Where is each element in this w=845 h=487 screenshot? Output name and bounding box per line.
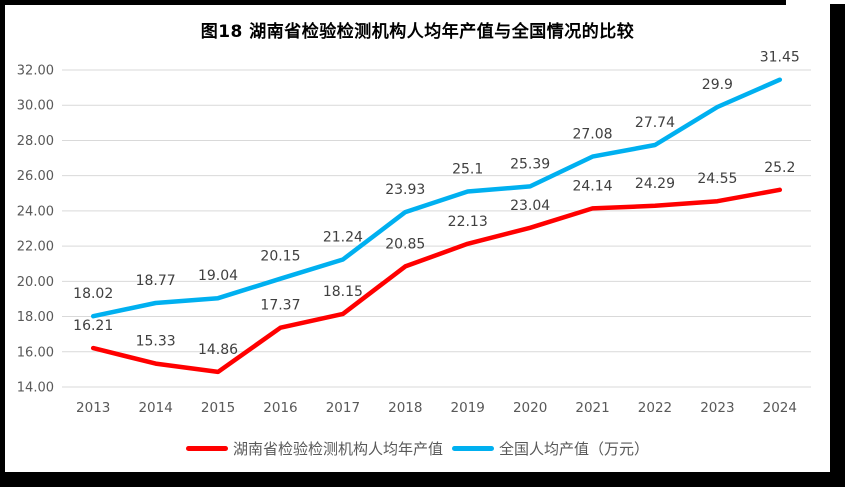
data-label: 25.1: [452, 162, 483, 178]
data-label: 23.04: [510, 198, 550, 214]
y-axis-tick-label: 22.00: [17, 240, 54, 255]
x-axis-tick-label: 2024: [763, 400, 797, 416]
data-label: 14.86: [198, 342, 238, 358]
legend-label-hunan: 湖南省检验检测机构人均年产值: [232, 440, 443, 458]
data-label: 16.21: [73, 318, 113, 334]
y-axis-tick-label: 14.00: [17, 381, 54, 396]
frame-border-bottom: [0, 472, 845, 487]
data-label: 22.13: [448, 214, 488, 230]
data-label: 24.29: [635, 176, 675, 192]
legend-line-red-icon: [185, 446, 228, 451]
data-label: 29.9: [702, 77, 733, 93]
data-label: 19.04: [198, 268, 238, 284]
x-axis-tick-label: 2014: [138, 400, 172, 416]
legend-item-national: 全国人均产值（万元）: [452, 438, 649, 459]
x-axis-tick-label: 2015: [201, 400, 235, 416]
x-axis-tick-label: 2018: [388, 400, 422, 416]
frame-border-left: [0, 0, 5, 472]
series-line-1: [90, 77, 783, 319]
y-axis-tick-label: 18.00: [17, 310, 54, 325]
data-label: 18.02: [73, 286, 113, 302]
data-label: 24.14: [572, 178, 612, 194]
y-axis-tick-label: 28.00: [17, 134, 54, 149]
data-label: 31.45: [760, 50, 800, 66]
legend-label-national: 全国人均产值（万元）: [499, 440, 650, 458]
line-chart: 14.00 16.00 18.00 20.00 22.00 24.00 26.00 28.00…: [17, 50, 811, 416]
data-label: 18.77: [136, 273, 176, 289]
legend-line-blue-icon: [452, 446, 494, 451]
x-axis-tick-label: 2013: [76, 400, 110, 416]
x-axis-tick-label: 2019: [451, 400, 485, 416]
series-line-0: [90, 187, 783, 375]
x-axis-tick-label: 2022: [638, 400, 672, 416]
legend-item-hunan: 湖南省检验检测机构人均年产值: [185, 438, 443, 459]
y-axis-tick-label: 16.00: [17, 345, 54, 360]
data-label: 27.08: [572, 127, 612, 143]
data-label: 20.15: [260, 249, 300, 265]
x-axis-tick-label: 2020: [513, 400, 547, 416]
y-axis-tick-label: 24.00: [17, 204, 54, 219]
frame-border-top: [0, 0, 786, 5]
data-label: 27.74: [635, 115, 675, 131]
data-label: 18.15: [323, 284, 363, 300]
x-axis-tick-label: 2021: [575, 400, 609, 416]
data-label: 24.55: [697, 171, 737, 187]
y-axis-tick-label: 26.00: [17, 169, 54, 184]
x-axis-tick-label: 2017: [326, 400, 360, 416]
data-label: 17.37: [260, 298, 300, 314]
data-label: 25.2: [764, 160, 795, 176]
data-label: 15.33: [136, 334, 176, 350]
data-label: 21.24: [323, 229, 363, 245]
chart-legend: 湖南省检验检测机构人均年产值 全国人均产值（万元）: [5, 438, 830, 459]
data-label: 20.85: [385, 236, 425, 252]
y-axis-tick-label: 30.00: [17, 99, 54, 114]
frame-border-right: [830, 4, 845, 487]
data-label: 25.39: [510, 156, 550, 172]
y-axis-tick-label: 32.00: [17, 64, 54, 79]
x-axis-tick-label: 2016: [263, 400, 297, 416]
data-label: 23.93: [385, 182, 425, 198]
chart-title: 图18 湖南省检验检测机构人均年产值与全国情况的比较: [200, 22, 635, 42]
y-axis-tick-label: 20.00: [17, 275, 54, 290]
x-axis-tick-label: 2023: [700, 400, 734, 416]
